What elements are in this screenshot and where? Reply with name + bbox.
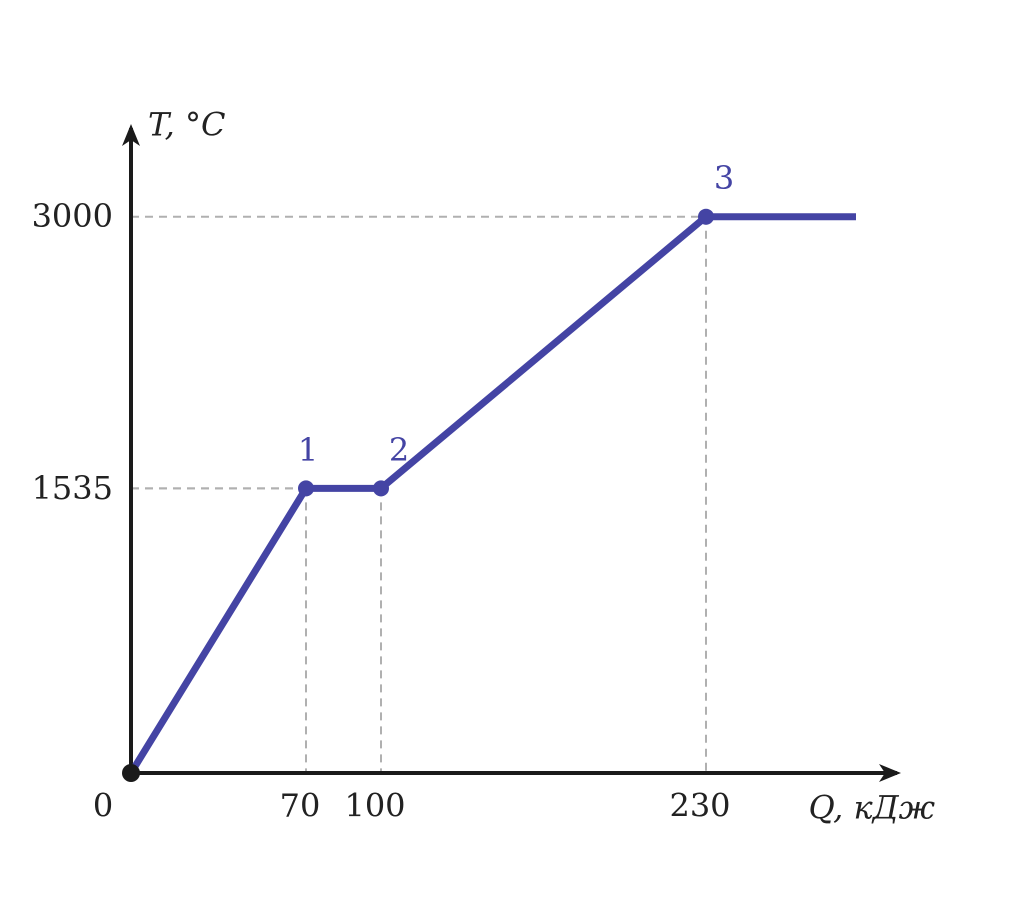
x-tick-label: 0	[93, 787, 113, 825]
y-axis-title: T, °C	[148, 106, 225, 144]
x-axis-title: Q, кДж	[809, 789, 936, 827]
point-label: 1	[298, 431, 318, 469]
x-tick-label: 100	[344, 787, 405, 825]
y-tick-label: 1535	[32, 469, 113, 507]
x-tick-label: 230	[669, 787, 730, 825]
y-tick-label: 3000	[32, 197, 113, 235]
y-arrow	[122, 124, 140, 146]
data-point	[698, 208, 714, 225]
point-label: 2	[389, 431, 409, 469]
data-point	[298, 480, 314, 497]
origin-point	[122, 764, 140, 782]
data-point	[373, 480, 389, 497]
x-arrow	[879, 764, 901, 782]
x-tick-label: 70	[280, 787, 321, 825]
point-label: 3	[714, 159, 734, 197]
data-line	[128, 213, 856, 775]
